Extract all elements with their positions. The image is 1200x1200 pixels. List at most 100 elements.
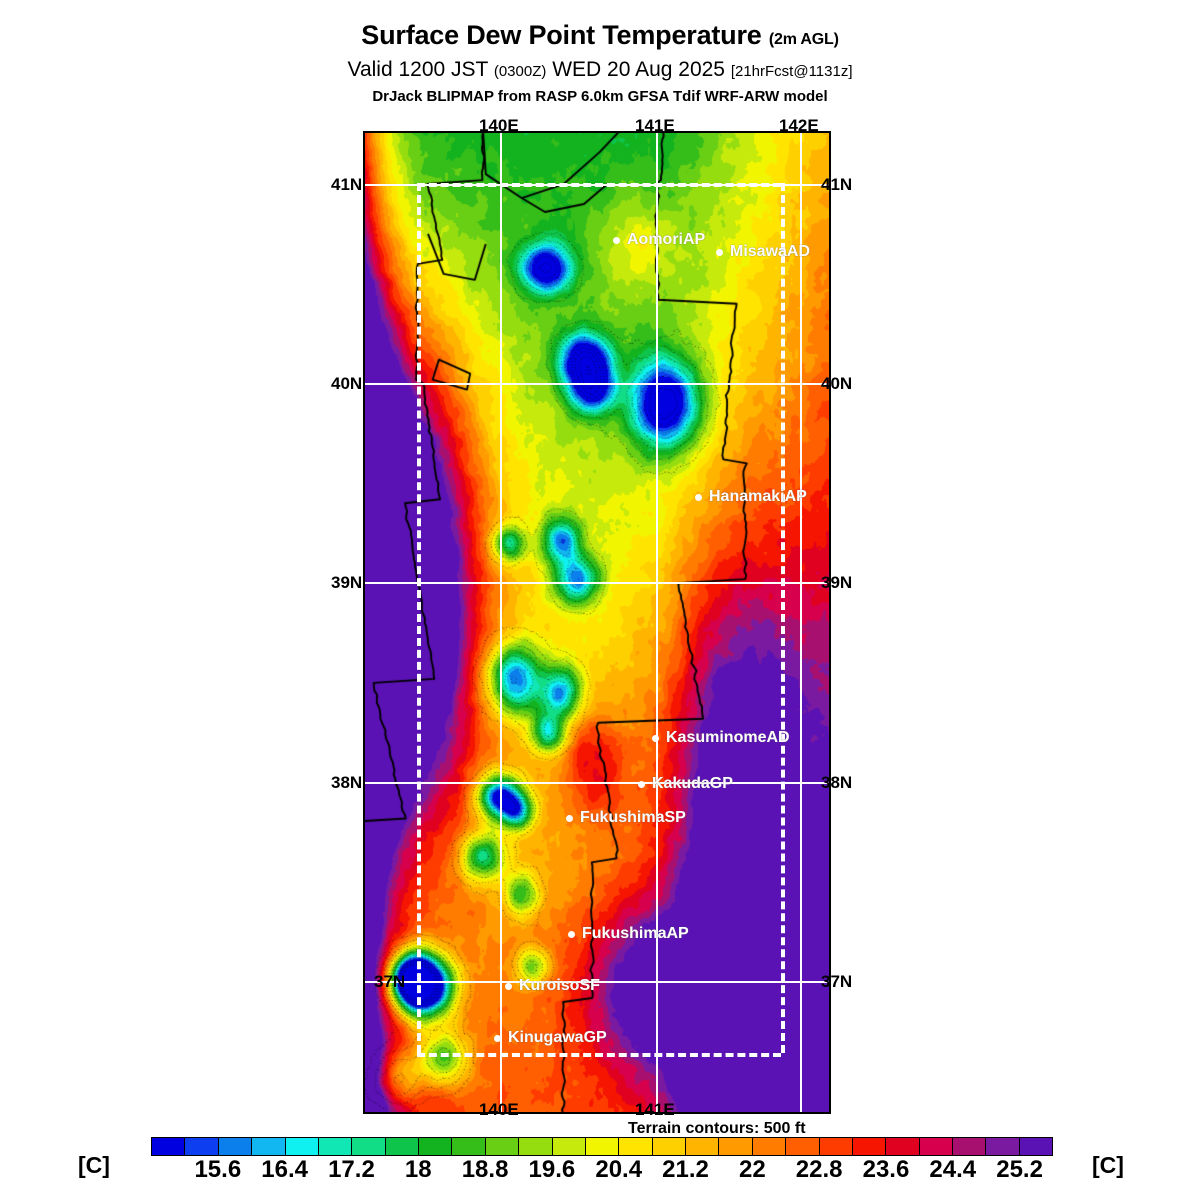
colorbar-swatch-3 xyxy=(252,1138,286,1155)
lat-label-left-39n: 39N xyxy=(331,573,363,592)
colorbar-tick-25.2: 25.2 xyxy=(996,1156,1043,1183)
domain-box-left xyxy=(417,183,421,1053)
station-label: KakudaGP xyxy=(652,775,733,792)
colorbar-swatch-18 xyxy=(752,1138,787,1155)
colorbar-tick-19.6: 19.6 xyxy=(528,1156,576,1183)
model-source-line: DrJack BLIPMAP from RASP 6.0km GFSA Tdif… xyxy=(372,88,828,105)
colorbar-tick-22.8: 22.8 xyxy=(795,1156,843,1183)
domain-box-bottom xyxy=(417,1053,781,1057)
colorbar-swatch-19 xyxy=(786,1138,820,1155)
colorbar-tick-15.6: 15.6 xyxy=(194,1156,242,1183)
colorbar-tick-17.2: 17.2 xyxy=(328,1156,375,1183)
colorbar-swatch-15 xyxy=(652,1138,686,1155)
colorbar-swatch-13 xyxy=(585,1138,620,1155)
gridline-lat-37n xyxy=(365,981,829,983)
colorbar-swatch-5 xyxy=(318,1138,353,1155)
station-marker-kinugawagp[interactable]: KinugawaGP xyxy=(494,1029,607,1047)
colorbar-swatch-6 xyxy=(352,1138,386,1155)
station-marker-misawaad[interactable]: MisawaAD xyxy=(716,243,810,261)
valid-time-utc: (0300Z) xyxy=(493,63,547,80)
colorbar-swatch-2 xyxy=(218,1138,253,1155)
page-title: Surface Dew Point Temperature (2m AGL) xyxy=(0,22,1200,49)
station-label: FukushimaSP xyxy=(580,809,686,826)
lat-label-right-40n: 40N xyxy=(821,374,853,393)
station-marker-fukushimaap[interactable]: FukushimaAP xyxy=(568,925,689,943)
colorbar-swatch-7 xyxy=(385,1138,419,1155)
valid-time-main: Valid 1200 JST xyxy=(347,58,488,81)
gridline-lon-140e xyxy=(500,133,502,1112)
colorbar-tick-24.4: 24.4 xyxy=(929,1156,977,1183)
station-dot-icon xyxy=(566,814,573,822)
colorbar-swatch-16 xyxy=(686,1138,720,1155)
terrain-contour-note: Terrain contours: 500 ft xyxy=(628,1120,806,1137)
domain-box-top xyxy=(417,183,781,187)
colorbar-unit-left: [C] xyxy=(78,1152,110,1178)
station-marker-aomoriap[interactable]: AomoriAP xyxy=(613,231,705,249)
lat-label-right-41n: 41N xyxy=(821,175,853,194)
station-label: KinugawaGP xyxy=(508,1029,607,1046)
station-label: MisawaAD xyxy=(730,243,811,260)
main-title-text: Surface Dew Point Temperature xyxy=(361,20,762,50)
lon-label-bottom-141e: 141E xyxy=(635,1100,675,1119)
colorbar-swatch-4 xyxy=(285,1138,319,1155)
lat-label-right-39n: 39N xyxy=(821,573,853,592)
colorbar-swatch-12 xyxy=(552,1138,586,1155)
station-dot-icon xyxy=(505,982,512,990)
lat-label-left-38n: 38N xyxy=(331,773,363,792)
station-dot-icon xyxy=(652,734,659,742)
station-marker-kasuminomead[interactable]: KasuminomeAD xyxy=(652,729,790,747)
domain-box-right xyxy=(781,183,785,1053)
lon-label-top-142e: 142E xyxy=(779,116,819,135)
gridline-lat-39n xyxy=(365,582,829,584)
lat-label-left-40n: 40N xyxy=(331,374,363,393)
lon-label-top-140e: 140E xyxy=(479,116,519,135)
colorbar-swatch-11 xyxy=(519,1138,553,1155)
colorbar-swatch-8 xyxy=(419,1138,453,1155)
colorbar-tick-21.2: 21.2 xyxy=(662,1156,709,1183)
station-dot-icon xyxy=(568,930,575,938)
station-marker-hanamakiap[interactable]: HanamakiAP xyxy=(695,488,807,506)
forecast-hour: [21hrFcst@1131z] xyxy=(730,63,853,80)
gridline-lat-38n xyxy=(365,782,829,784)
colorbar-swatch-26 xyxy=(1019,1138,1053,1155)
colorbar[interactable] xyxy=(151,1137,1053,1156)
main-title-suffix: (2m AGL) xyxy=(768,31,839,48)
colorbar-tick-23.6: 23.6 xyxy=(862,1156,910,1183)
colorbar-swatch-22 xyxy=(886,1138,920,1155)
colorbar-swatch-20 xyxy=(819,1138,853,1155)
colorbar-tick-18: 18 xyxy=(404,1156,432,1183)
colorbar-tick-16.4: 16.4 xyxy=(261,1156,308,1183)
station-dot-icon xyxy=(716,248,723,256)
station-marker-fukushimasp[interactable]: FukushimaSP xyxy=(566,809,686,827)
station-label: FukushimaAP xyxy=(582,925,689,942)
station-dot-icon xyxy=(638,780,645,788)
map-panel[interactable] xyxy=(363,131,831,1114)
station-dot-icon xyxy=(494,1034,501,1042)
lat-label-left-41n: 41N xyxy=(331,175,363,194)
colorbar-tick-22: 22 xyxy=(738,1156,766,1183)
station-dot-icon xyxy=(613,236,620,244)
colorbar-swatch-9 xyxy=(452,1138,486,1155)
lon-label-top-141e: 141E xyxy=(635,116,675,135)
station-label: HanamakiAP xyxy=(709,488,807,505)
colorbar-swatch-14 xyxy=(619,1138,653,1155)
lon-label-bottom-140e: 140E xyxy=(479,1100,519,1119)
station-marker-kuroisosf[interactable]: KuroisoSF xyxy=(505,977,600,995)
gridline-lat-40n xyxy=(365,383,829,385)
colorbar-swatch-23 xyxy=(919,1138,953,1155)
lat-label-right-37n: 37N xyxy=(821,972,853,991)
valid-time-line: Valid 1200 JST (0300Z) WED 20 Aug 2025 [… xyxy=(0,59,1200,80)
station-marker-kakudagp[interactable]: KakudaGP xyxy=(638,775,733,793)
colorbar-swatch-0 xyxy=(152,1138,186,1155)
title-block: Surface Dew Point Temperature (2m AGL) V… xyxy=(0,0,1200,105)
colorbar-swatch-21 xyxy=(852,1138,887,1155)
colorbar-tick-20.4: 20.4 xyxy=(595,1156,643,1183)
station-label: KuroisoSF xyxy=(519,977,600,994)
gridline-lon-142e xyxy=(800,133,802,1112)
colorbar-swatch-17 xyxy=(719,1138,753,1155)
colorbar-tick-18.8: 18.8 xyxy=(461,1156,509,1183)
station-label: KasuminomeAD xyxy=(666,729,790,746)
lat-label-left-37n: 37N xyxy=(374,972,406,991)
lat-label-right-38n: 38N xyxy=(821,773,853,792)
colorbar-swatch-1 xyxy=(185,1138,219,1155)
